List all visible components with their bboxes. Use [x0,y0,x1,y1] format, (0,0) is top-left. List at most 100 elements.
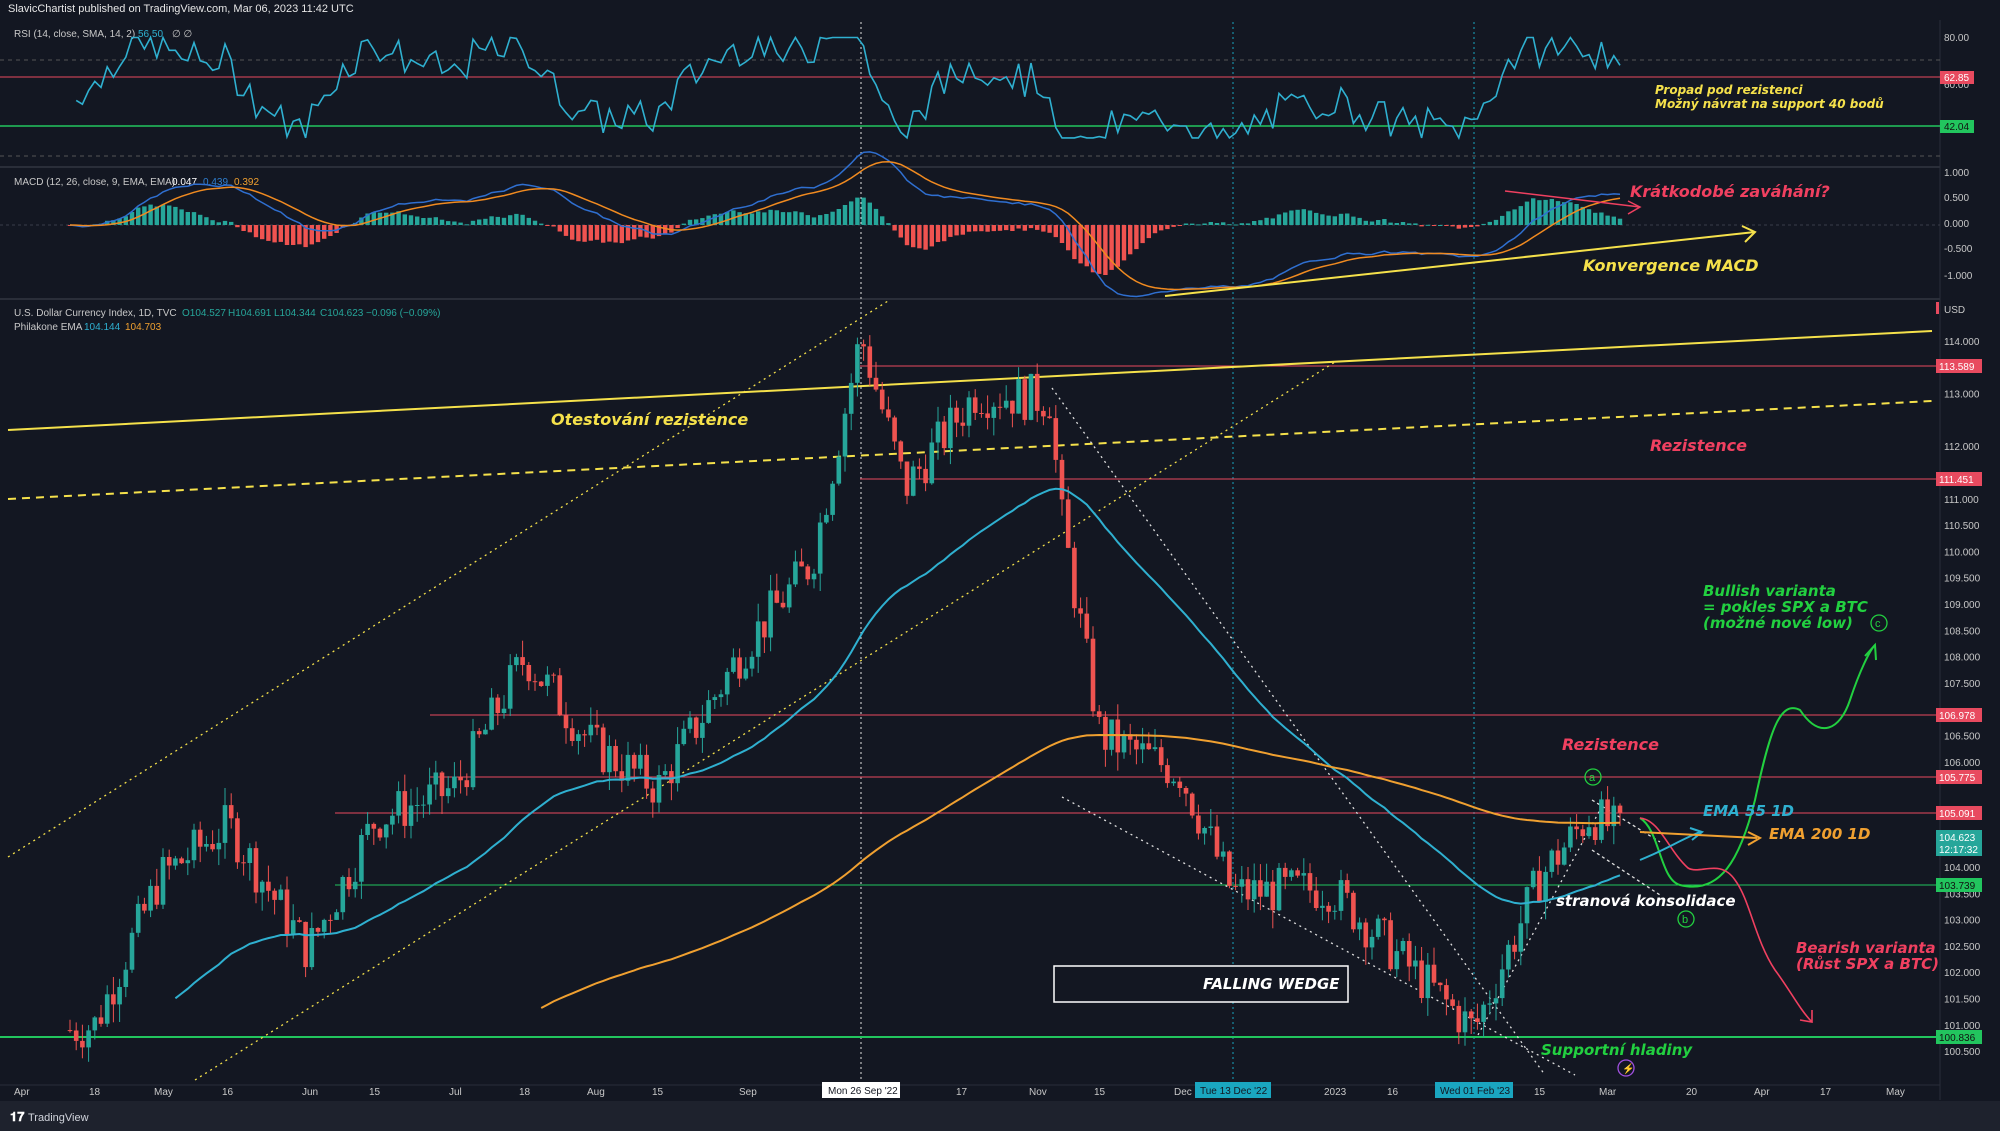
candle-body [1258,880,1263,897]
macd-hist-bar [1146,225,1151,239]
macd-hist-bar [1332,216,1337,225]
candle-body [886,409,891,418]
macd-hist-bar [359,217,364,225]
macd-hist-bar [520,214,525,225]
candle-body [470,731,476,788]
macd-hist-bar [619,225,624,244]
candle-body [216,842,222,850]
macd-hist-bar [923,225,928,250]
price-tick: 111.000 [1944,495,1979,506]
candle-body [687,717,693,729]
candle-body [1264,881,1269,897]
macd-hist-bar [625,225,631,241]
label-otestovani: Otestování rezistence [551,410,748,429]
price-tick: 108.000 [1944,653,1981,664]
macd-hist-bar [160,204,166,225]
triangle-lower [1591,849,1661,896]
macd-signal: 0.439 [203,177,228,188]
candle-body [985,413,990,418]
price-tick: 104.000 [1944,863,1981,874]
time-tick: Aug [587,1087,605,1098]
badge-sep26: Mon 26 Sep '22 [828,1086,898,1097]
macd-hist-bar [297,225,302,245]
channel-lower [194,361,1336,1081]
candle-body [545,674,550,686]
candle-body [1227,851,1232,886]
macd-hist-bar [117,218,122,225]
macd-hist-bar [712,214,717,225]
candle-body [1028,373,1034,420]
candle-body [1053,418,1059,460]
candle-body [1134,739,1139,750]
candle-body [1295,870,1300,876]
candle-body [576,734,581,741]
candle-body [1313,890,1319,908]
candle-body [1233,885,1238,887]
currency-label: USD [1944,305,1965,316]
macd-hist-bar [1152,225,1158,234]
candle-body [892,417,897,442]
macd-hist-bar [799,212,804,225]
label-rezistence-2: Rezistence [1562,735,1659,754]
macd-hist-bar [836,209,841,225]
macd-hist-bar [1295,209,1300,225]
macd-hist-bar [656,225,662,237]
macd-hist-bar [1475,225,1480,227]
event-icon[interactable] [1617,1059,1635,1077]
footer-logo[interactable]: TradingView [28,1112,89,1124]
candle-body [718,694,724,698]
candle-body [352,881,358,890]
candle-body [73,1030,79,1041]
macd-hist-bar [501,217,507,225]
candle-body [185,860,191,864]
candle-body [346,877,352,890]
rsi-legend-value: 56.50 [138,29,163,40]
label-bear-1: Bearish varianta [1796,939,1936,957]
macd-hist-bar [185,212,190,225]
tag-111: 111.451 [1939,475,1974,486]
macd-hist-bar [458,222,463,225]
ema-legend-200: 104.703 [125,322,162,333]
rsi-tag-resist-bg [1940,71,1974,84]
candle-body [204,844,209,847]
macd-hist-bar [1456,225,1461,229]
macd-hist-bar [464,224,469,226]
candle-body [92,1017,98,1031]
time-axis[interactable]: Apr 18 May 16 Jun 15 Jul 18 Aug 15 Sep 17 Nov 15 Dec 20… [14,1087,1905,1098]
macd-hist-bar [390,212,395,225]
tag-last: 104.623 [1939,833,1976,844]
macd-hist-bar [1518,206,1523,225]
ema55-arrow [1689,827,1705,841]
candle-body [1481,1004,1486,1022]
candle-body [904,461,910,496]
macd-hist-bar [1283,212,1288,225]
candle-body [111,994,116,1005]
candle-body [675,744,680,784]
macd-hist-bar [929,225,934,247]
badge-dec13: Tue 13 Dec '22 [1200,1086,1268,1097]
macd-scale-0: 0.000 [1944,219,1969,230]
macd-hist-bar [1599,212,1604,225]
macd-hist-bar [1202,223,1207,225]
candle-body [253,848,259,893]
tag-last-bg [1936,830,1982,856]
candle-body [414,805,420,806]
macd-hist-bar [439,219,445,225]
macd-hist-bar [1233,224,1238,226]
macd-hist-bar [1438,225,1443,226]
candle-body [793,561,798,585]
price-tick: 113.000 [1944,390,1980,401]
macd-hist-bar [142,206,147,225]
candle-body [1270,881,1276,911]
price-tick: 101.000 [1944,1021,1981,1032]
time-tick: 18 [89,1087,101,1098]
candle-body [1165,765,1170,784]
macd-hist-bar [886,223,891,225]
time-tick: Dec [1174,1087,1192,1098]
macd-hist-bar [880,216,885,225]
legend-high: H104.691 [228,308,272,319]
tag-113: 113.589 [1939,362,1975,373]
candle-body [452,776,457,789]
candle-body [681,728,687,745]
